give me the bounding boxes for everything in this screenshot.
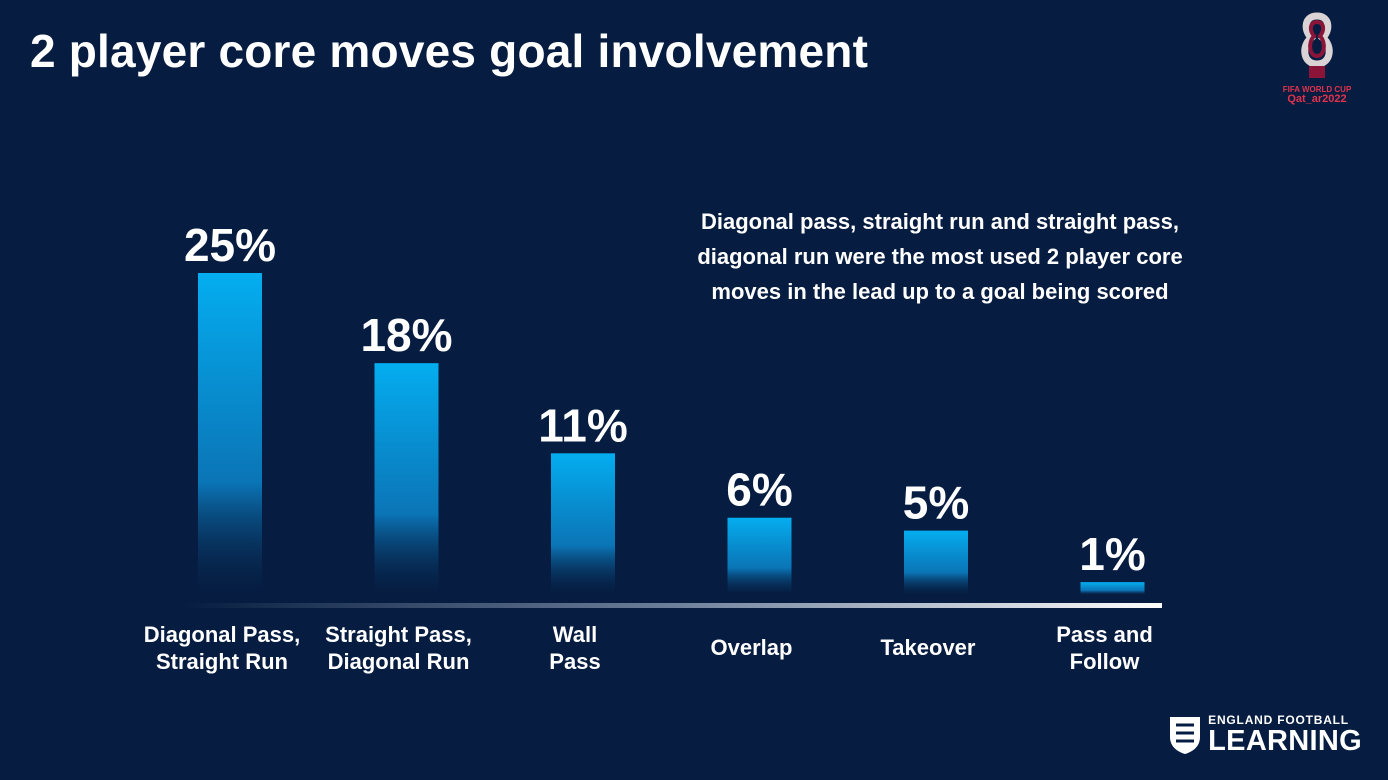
annotation-line: diagonal run were the most used 2 player… — [697, 244, 1183, 269]
bar — [374, 363, 439, 595]
x-tick-label: Takeover — [881, 635, 976, 660]
england-logo-line1: ENGLAND FOOTBALL — [1208, 713, 1349, 727]
x-tick-label: Straight Pass, — [325, 622, 472, 647]
data-label: 1% — [1079, 528, 1145, 580]
world-cup-logo-line1: FIFA WORLD CUP — [1282, 85, 1352, 94]
data-label: 5% — [903, 477, 969, 529]
x-tick-label: Pass — [549, 649, 600, 674]
x-tick-label: Straight Run — [156, 649, 288, 674]
bar — [198, 273, 262, 595]
england-football-learning-logo: ENGLAND FOOTBALL LEARNING — [1168, 713, 1362, 756]
world-cup-logo-line2: Qat_ar2022 — [1287, 93, 1347, 105]
x-tick-label: Wall — [553, 622, 597, 647]
annotation-line: moves in the lead up to a goal being sco… — [711, 279, 1169, 304]
x-tick-label: Diagonal Run — [328, 649, 470, 674]
chart-annotation: Diagonal pass, straight run and straight… — [660, 204, 1220, 309]
england-logo-line2: LEARNING — [1208, 725, 1362, 757]
annotation-line: Diagonal pass, straight run and straight… — [701, 209, 1179, 234]
world-cup-logo: FIFA WORLD CUP Qat_ar2022 — [1272, 12, 1362, 116]
x-tick-label: Overlap — [711, 635, 793, 660]
x-tick-label: Follow — [1070, 649, 1141, 674]
bar — [1080, 582, 1145, 595]
bar — [727, 517, 792, 595]
bar — [904, 530, 968, 595]
data-label: 25% — [184, 219, 276, 271]
x-tick-label: Pass and — [1056, 622, 1153, 647]
data-label: 11% — [538, 399, 628, 451]
x-axis-line — [180, 603, 1162, 608]
data-label: 18% — [360, 309, 452, 361]
page-title: 2 player core moves goal involvement — [30, 25, 869, 77]
world-cup-trophy-icon — [1301, 12, 1333, 78]
data-label: 6% — [726, 464, 792, 516]
x-tick-label: Diagonal Pass, — [144, 622, 301, 647]
three-lions-crest-icon — [1170, 716, 1201, 754]
bar — [551, 453, 615, 595]
